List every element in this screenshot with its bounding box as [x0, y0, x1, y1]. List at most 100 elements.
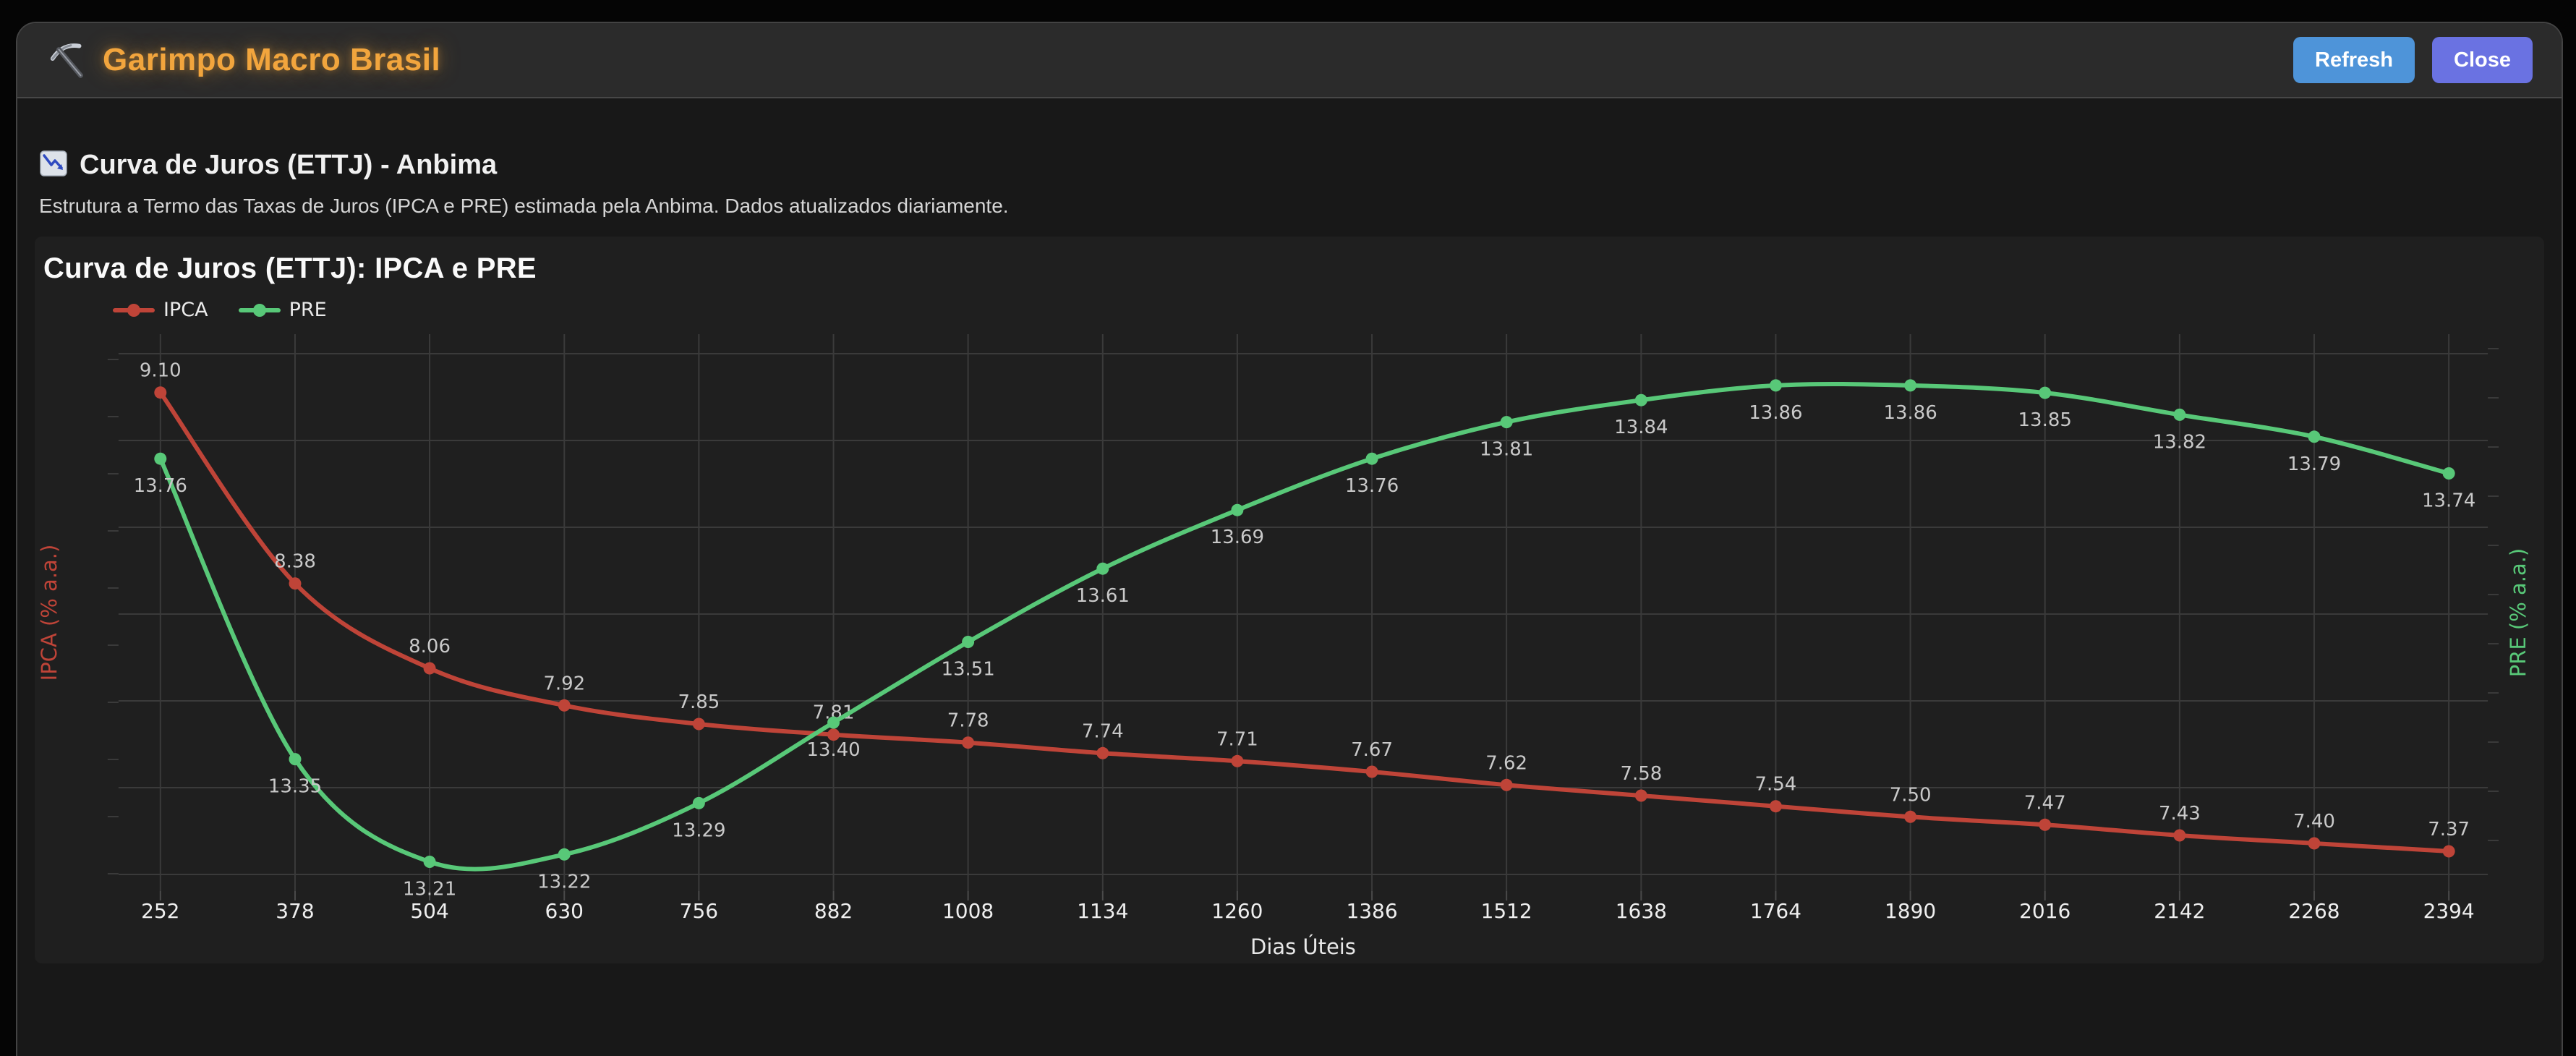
ipca-point	[558, 699, 571, 712]
ipca-data-label: 7.85	[678, 691, 720, 713]
ipca-data-label: 8.06	[409, 636, 451, 657]
pre-point	[154, 452, 167, 465]
x-tick-label: 1764	[1750, 899, 1801, 923]
pre-point	[962, 636, 975, 648]
pre-point	[1096, 562, 1109, 575]
x-tick-label: 1260	[1211, 899, 1263, 923]
ipca-point	[2308, 837, 2321, 850]
legend-item-ipca[interactable]: IPCA	[113, 299, 208, 321]
x-tick-label: 2394	[2423, 899, 2475, 923]
ipca-point	[1365, 765, 1378, 778]
close-button[interactable]: Close	[2432, 37, 2533, 83]
pre-data-label: 13.81	[1480, 439, 1533, 461]
window-header: Garimpo Macro Brasil Refresh Close	[17, 23, 2562, 98]
pickaxe-icon[interactable]	[46, 37, 93, 83]
ipca-data-label: 7.78	[947, 710, 989, 732]
x-tick-label: 2142	[2154, 899, 2205, 923]
pre-point	[827, 716, 840, 729]
x-tick-label: 1890	[1885, 899, 1936, 923]
ipca-line	[158, 390, 2452, 853]
chart-legend: IPCA PRE	[113, 299, 327, 321]
juros-curve-chart: 252 378 504 630 756 882 1008 1134 1260 1386 1512 16…	[37, 334, 2530, 959]
ipca-point	[1231, 754, 1244, 767]
ipca-point	[2173, 829, 2186, 842]
x-tick-label: 2016	[2019, 899, 2070, 923]
pre-point	[2308, 430, 2321, 443]
ipca-point	[289, 577, 302, 590]
ipca-point	[962, 736, 975, 749]
section-title: Curva de Juros (ETTJ) - Anbima	[80, 150, 498, 180]
ipca-point	[2442, 845, 2455, 858]
pre-data-label: 13.76	[134, 475, 187, 497]
pre-point	[1904, 379, 1917, 392]
ipca-point	[1904, 810, 1917, 823]
left-axis-title: IPCA (% a.a.)	[37, 545, 61, 681]
legend-label: IPCA	[163, 299, 208, 321]
x-tick-label: 882	[814, 899, 853, 923]
pre-data-label: 13.21	[403, 878, 456, 900]
pre-data-label: 13.40	[806, 739, 860, 761]
pre-data-label: 13.86	[1749, 402, 1802, 424]
pre-point	[289, 753, 302, 766]
ipca-point	[154, 386, 167, 399]
pre-point	[1500, 416, 1513, 429]
ipca-data-label: 7.92	[543, 673, 585, 694]
ipca-point	[1096, 746, 1109, 759]
pre-data-label: 13.76	[1345, 475, 1399, 497]
right-axis-title: PRE (% a.a.)	[2506, 548, 2530, 677]
pre-point	[1231, 503, 1244, 516]
chart-title: Curva de Juros (ETTJ): IPCA e PRE	[43, 252, 537, 284]
pre-data-label: 13.79	[2287, 454, 2341, 475]
ipca-data-label: 7.74	[1082, 720, 1124, 742]
legend-swatch-pre	[238, 307, 281, 312]
window-body: Curva de Juros (ETTJ) - Anbima Estrutura…	[17, 100, 2562, 1056]
pre-data-label: 13.69	[1211, 527, 1264, 548]
app-title: Garimpo Macro Brasil	[103, 42, 441, 77]
pre-data-label: 13.86	[1883, 402, 1937, 424]
pre-point	[1365, 452, 1378, 465]
ipca-data-label: 8.38	[274, 551, 316, 573]
pre-point	[2442, 467, 2455, 480]
legend-item-pre[interactable]: PRE	[238, 299, 327, 321]
ipca-point	[1500, 778, 1513, 791]
x-tick-label: 630	[545, 899, 584, 923]
ipca-point	[1769, 800, 1782, 813]
pre-point	[2039, 386, 2052, 399]
pre-data-label: 13.85	[2018, 409, 2072, 431]
pickaxe-icon-svg	[50, 43, 83, 78]
ipca-data-label: 9.10	[140, 360, 182, 382]
ipca-data-label: 7.58	[1620, 763, 1662, 785]
pre-point	[2173, 408, 2186, 421]
x-tick-label: 378	[276, 899, 314, 923]
pre-point	[1634, 393, 1647, 406]
legend-swatch-ipca	[113, 307, 155, 312]
pre-data-label: 13.82	[2153, 431, 2206, 453]
x-tick-label: 1638	[1616, 899, 1667, 923]
app-window: Garimpo Macro Brasil Refresh Close Curva…	[16, 22, 2563, 1056]
ipca-data-label: 7.54	[1755, 774, 1797, 796]
ipca-point	[1634, 789, 1647, 802]
x-axis-title: Dias Úteis	[1250, 934, 1356, 959]
ipca-data-label: 7.47	[2024, 792, 2066, 814]
ipca-data-label: 7.40	[2293, 811, 2335, 833]
x-tick-label: 1134	[1077, 899, 1128, 923]
ipca-data-label: 7.71	[1216, 728, 1258, 750]
ipca-data-label: 7.43	[2159, 803, 2201, 825]
x-tick-label: 1386	[1346, 899, 1397, 923]
ipca-data-label: 7.37	[2428, 819, 2470, 840]
pre-data-label: 13.84	[1614, 417, 1668, 438]
section-header: Curva de Juros (ETTJ) - Anbima	[35, 149, 2544, 182]
ipca-point	[2039, 818, 2052, 831]
pre-data-label: 13.35	[268, 776, 322, 798]
section-subtitle: Estrutura a Termo das Taxas de Juros (IP…	[39, 195, 1009, 217]
ipca-data-label: 7.62	[1485, 752, 1527, 774]
pre-point	[692, 796, 705, 809]
pre-line	[158, 381, 2452, 872]
ipca-data-label: 7.67	[1351, 739, 1393, 761]
refresh-button[interactable]: Refresh	[2293, 37, 2415, 83]
ipca-point	[827, 728, 840, 741]
pre-point	[1769, 379, 1782, 392]
pre-data-label: 13.61	[1076, 585, 1130, 607]
pre-data-label: 13.22	[537, 871, 591, 893]
chart-panel: 252 378 504 630 756 882 1008 1134 1260 1386 1512 16…	[35, 237, 2544, 963]
